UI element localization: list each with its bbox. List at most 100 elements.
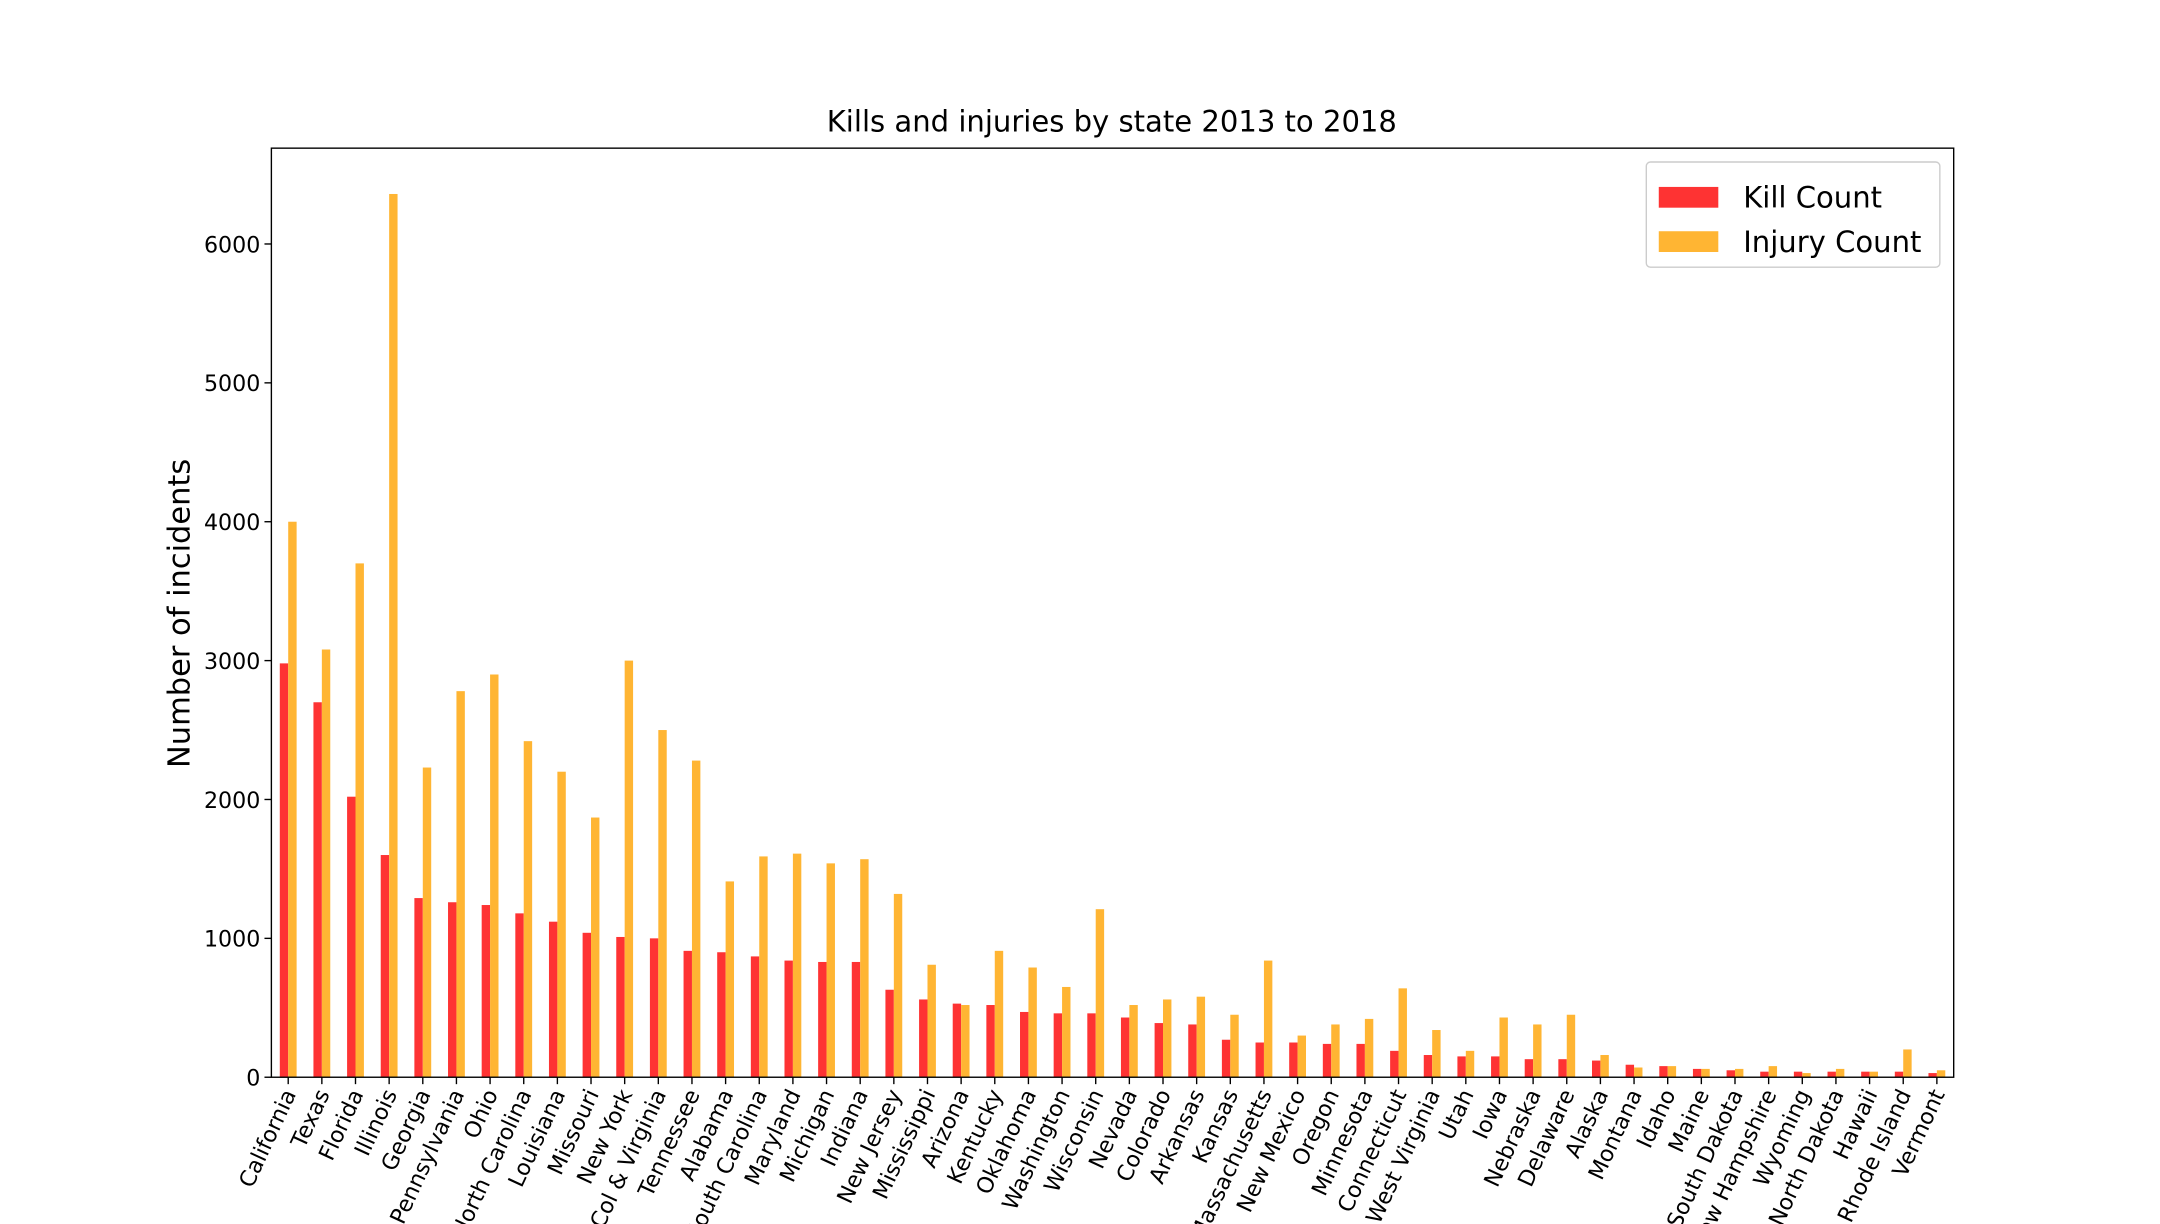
bar (1625, 1064, 1635, 1078)
chart-title: Kills and injuries by state 2013 to 2018 (827, 105, 1397, 139)
bar (893, 893, 903, 1078)
bar (961, 1005, 970, 1078)
bar (826, 863, 835, 1078)
bar (582, 932, 592, 1078)
y-tick-label: 1000 (204, 927, 260, 953)
bar (927, 964, 936, 1078)
bar (1524, 1059, 1534, 1078)
legend-label: Injury Count (1743, 225, 1921, 259)
bar (1263, 960, 1273, 1078)
bar (759, 856, 768, 1078)
bar (1936, 1070, 1946, 1078)
bar (1129, 1005, 1138, 1078)
y-tick-label: 4000 (204, 510, 260, 536)
bar (1692, 1068, 1702, 1078)
bar (1667, 1066, 1677, 1078)
bar (481, 905, 491, 1078)
legend-label: Kill Count (1743, 181, 1882, 215)
bar (1432, 1030, 1441, 1078)
bar (1356, 1043, 1365, 1078)
bar (1322, 1043, 1332, 1078)
bar (1760, 1071, 1769, 1078)
bar (288, 521, 297, 1078)
bar (279, 663, 289, 1078)
bar (1221, 1039, 1231, 1078)
bar (717, 952, 726, 1078)
bar (624, 660, 634, 1078)
bar (515, 913, 524, 1078)
bar (1591, 1060, 1601, 1078)
bar (1188, 1024, 1197, 1078)
bar (591, 817, 600, 1078)
bar (1634, 1067, 1643, 1078)
bar (1768, 1066, 1778, 1078)
bar (1726, 1070, 1735, 1078)
plot-frame (270, 147, 1955, 1078)
bar (1255, 1042, 1264, 1078)
bar (725, 881, 735, 1078)
bar (1028, 967, 1037, 1078)
bar (321, 649, 331, 1078)
bar (1230, 1014, 1239, 1078)
bar (422, 767, 432, 1078)
bar (1289, 1042, 1298, 1078)
bar (548, 921, 558, 1078)
bar (919, 999, 928, 1078)
bar (1558, 1059, 1567, 1078)
bar (1196, 996, 1206, 1078)
bar (994, 950, 1004, 1078)
bar (1701, 1068, 1710, 1078)
bar (792, 853, 802, 1078)
bar (380, 855, 390, 1078)
bar (784, 960, 793, 1078)
bar (885, 989, 894, 1078)
bar (1533, 1024, 1542, 1078)
legend-swatch (1658, 186, 1719, 208)
y-tick-label: 2000 (204, 788, 260, 814)
bar (1163, 999, 1172, 1078)
bar (986, 1005, 995, 1078)
bar (313, 702, 322, 1078)
bar (1566, 1014, 1576, 1078)
bar (649, 938, 659, 1078)
bar (1928, 1073, 1937, 1078)
bar (389, 193, 398, 1078)
bar (1020, 1011, 1029, 1078)
legend-swatch (1658, 231, 1719, 252)
legend-box (1645, 161, 1941, 268)
bar (750, 956, 760, 1078)
bar (1053, 1013, 1063, 1078)
bar (818, 961, 827, 1078)
bar (1659, 1066, 1668, 1078)
bar (448, 902, 457, 1078)
bar (1331, 1024, 1340, 1078)
y-tick-label: 6000 (204, 232, 260, 258)
bar (456, 691, 465, 1078)
y-tick-label: 3000 (204, 649, 260, 675)
bar (1600, 1055, 1609, 1078)
bar (1297, 1035, 1307, 1078)
bar (1491, 1056, 1500, 1078)
bar (347, 796, 356, 1078)
bar (1802, 1073, 1811, 1078)
bar (1894, 1071, 1904, 1078)
bar (851, 961, 861, 1078)
bar (1154, 1023, 1164, 1078)
bar (355, 563, 364, 1078)
bar (683, 950, 692, 1078)
bar (1499, 1017, 1508, 1078)
bar (414, 898, 423, 1078)
bar (490, 674, 499, 1078)
bar (658, 730, 667, 1078)
bar (1457, 1056, 1466, 1078)
y-tick-label: 0 (246, 1066, 260, 1092)
bar (1465, 1050, 1475, 1078)
bar (1827, 1071, 1836, 1078)
bar (1869, 1071, 1878, 1078)
bar (1062, 986, 1071, 1078)
bar (1398, 988, 1407, 1078)
bar (557, 771, 566, 1078)
bar (1835, 1068, 1845, 1078)
